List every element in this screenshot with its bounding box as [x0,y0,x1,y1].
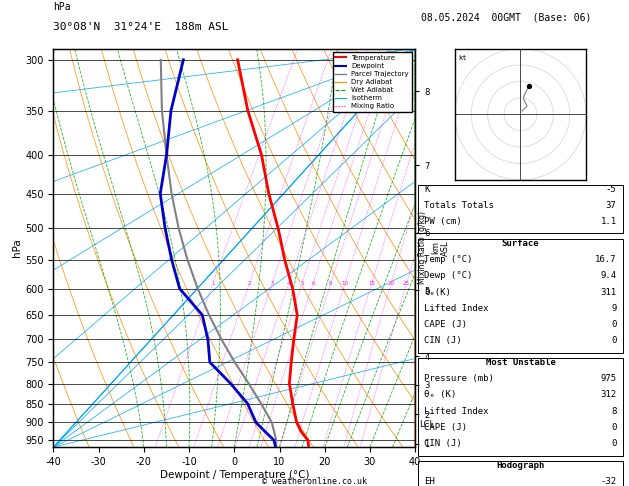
Text: CAPE (J): CAPE (J) [425,320,467,329]
Text: 8: 8 [611,407,616,416]
Y-axis label: hPa: hPa [13,239,23,257]
Text: kt: kt [458,55,467,61]
Text: Temp (°C): Temp (°C) [425,255,473,264]
Text: Hodograph: Hodograph [496,461,545,470]
Text: 6: 6 [311,281,314,286]
Text: hPa: hPa [53,2,71,12]
Text: θₑ(K): θₑ(K) [425,288,451,296]
Text: 3: 3 [270,281,274,286]
Text: 0: 0 [611,336,616,346]
Text: Totals Totals: Totals Totals [425,201,494,210]
Text: 0: 0 [611,439,616,448]
Text: 16.7: 16.7 [595,255,616,264]
Point [524,83,534,90]
Text: 8: 8 [329,281,333,286]
Text: Pressure (mb): Pressure (mb) [425,374,494,383]
Text: 2: 2 [248,281,251,286]
Legend: Temperature, Dewpoint, Parcel Trajectory, Dry Adiabat, Wet Adiabat, Isotherm, Mi: Temperature, Dewpoint, Parcel Trajectory… [333,52,411,112]
Text: © weatheronline.co.uk: © weatheronline.co.uk [262,477,367,486]
Text: CIN (J): CIN (J) [425,439,462,448]
Text: 08.05.2024  00GMT  (Base: 06): 08.05.2024 00GMT (Base: 06) [421,12,592,22]
Text: -5: -5 [606,185,616,194]
Text: EH: EH [425,477,435,486]
Text: Lifted Index: Lifted Index [425,407,489,416]
Text: 9.4: 9.4 [601,271,616,280]
Text: 311: 311 [601,288,616,296]
Text: 0: 0 [611,320,616,329]
Text: Mixing Ratio (g/kg): Mixing Ratio (g/kg) [418,211,427,284]
Text: 25: 25 [403,281,410,286]
Text: Dewp (°C): Dewp (°C) [425,271,473,280]
Text: -32: -32 [601,477,616,486]
X-axis label: Dewpoint / Temperature (°C): Dewpoint / Temperature (°C) [160,469,309,480]
Text: 15: 15 [368,281,375,286]
Text: Surface: Surface [502,239,539,248]
Text: 4: 4 [287,281,291,286]
Text: 312: 312 [601,390,616,399]
Text: 5: 5 [300,281,304,286]
Text: PW (cm): PW (cm) [425,217,462,226]
Text: Lifted Index: Lifted Index [425,304,489,313]
Text: CIN (J): CIN (J) [425,336,462,346]
Text: θₑ (K): θₑ (K) [425,390,457,399]
Text: 975: 975 [601,374,616,383]
Text: LCL: LCL [420,420,435,429]
Text: 10: 10 [342,281,348,286]
Text: 37: 37 [606,201,616,210]
Text: Most Unstable: Most Unstable [486,358,555,367]
Text: CAPE (J): CAPE (J) [425,423,467,432]
Text: 20: 20 [387,281,394,286]
Text: 0: 0 [611,423,616,432]
Text: 1.1: 1.1 [601,217,616,226]
Text: 9: 9 [611,304,616,313]
Text: 30°08'N  31°24'E  188m ASL: 30°08'N 31°24'E 188m ASL [53,21,229,32]
Text: 1: 1 [211,281,214,286]
Text: K: K [425,185,430,194]
Y-axis label: km
ASL: km ASL [431,240,450,256]
